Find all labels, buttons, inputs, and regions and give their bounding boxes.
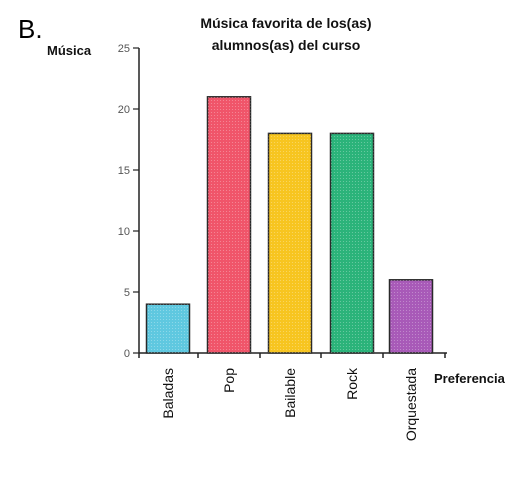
- figure-label: B.: [18, 14, 43, 44]
- x-tick-label: Pop: [221, 368, 237, 393]
- y-tick-label: 5: [124, 287, 130, 299]
- y-tick-label: 15: [118, 165, 130, 177]
- y-tick-label: 10: [118, 226, 130, 238]
- x-ticks: [138, 353, 446, 358]
- y-tick-label: 20: [118, 104, 130, 116]
- bar-baladas: [145, 303, 191, 354]
- y-tick-label: 25: [118, 43, 130, 55]
- x-tick-label: Bailable: [282, 368, 298, 418]
- x-tick-labels: Baladas Pop Bailable Rock Orquestada: [160, 367, 419, 441]
- x-axis-label: Preferencia: [434, 371, 506, 386]
- chart-title-line-1: Música favorita de los(as): [200, 15, 371, 31]
- bar-bailable: [267, 132, 313, 354]
- x-tick-label: Baladas: [160, 368, 176, 419]
- y-tick-label: 0: [124, 348, 130, 360]
- bar-rock: [329, 132, 375, 354]
- chart-title-line-2: alumnos(as) del curso: [212, 37, 361, 53]
- x-tick-label: Orquestada: [403, 368, 419, 441]
- bar-pop: [206, 96, 252, 354]
- y-axis-label: Música: [47, 43, 92, 58]
- bar-orquestada: [388, 279, 434, 354]
- y-ticks: 0 5 10 15 20 25: [118, 43, 139, 360]
- bars: [145, 96, 434, 354]
- x-tick-label: Rock: [344, 367, 360, 400]
